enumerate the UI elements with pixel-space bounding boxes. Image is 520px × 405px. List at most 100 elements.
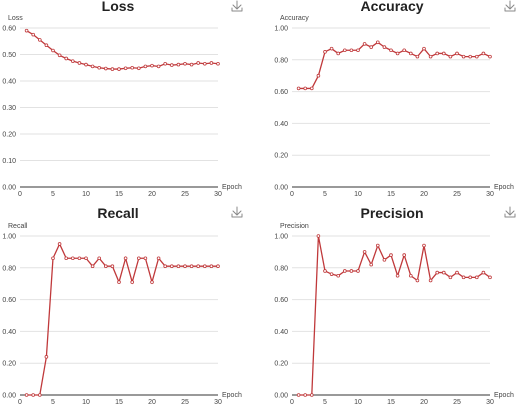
x-tick-label: 30 [486, 399, 494, 405]
y-tick-label: 0.20 [274, 361, 288, 368]
data-point [104, 264, 108, 269]
x-tick-label: 15 [387, 399, 395, 405]
data-point [90, 64, 95, 69]
data-point [336, 51, 341, 56]
y-tick-label: 0.60 [2, 297, 16, 304]
y-tick-label: 0.60 [274, 297, 288, 304]
x-tick-label: 20 [420, 191, 428, 198]
y-tick-label: 0.40 [274, 121, 288, 128]
data-point [303, 86, 308, 91]
x-tick-label: 15 [115, 399, 123, 405]
data-point [44, 355, 49, 359]
x-tick-label: 0 [290, 399, 294, 405]
chart-panel-loss: Loss Loss 0.00 0.10 0.20 0.30 0.40 0.50 0.60 0 5 10… [2, 0, 243, 198]
data-point [481, 270, 486, 275]
y-tick-label: 0.80 [274, 265, 288, 272]
x-tick-label: 30 [214, 191, 222, 198]
data-point [24, 393, 29, 397]
x-tick-label: 10 [354, 191, 362, 198]
y-tick-label: 0.20 [2, 132, 16, 139]
data-point [143, 256, 148, 261]
data-point [90, 264, 95, 269]
data-point [189, 264, 194, 269]
data-point [389, 48, 393, 53]
y-tick-label: 0.00 [2, 185, 16, 192]
data-point [170, 63, 174, 67]
x-tick-label: 0 [18, 191, 22, 198]
data-point [183, 61, 187, 66]
series-line [26, 30, 219, 70]
download-icon[interactable] [504, 206, 516, 218]
data-point [323, 50, 327, 54]
data-point [428, 278, 433, 283]
data-point [209, 264, 214, 269]
data-point [468, 275, 473, 280]
chart-title: Accuracy [360, 0, 423, 14]
data-point [156, 64, 161, 69]
data-point [104, 66, 108, 71]
x-tick-label: 25 [453, 191, 461, 198]
data-point [57, 53, 62, 58]
data-point [196, 61, 201, 65]
data-point [51, 256, 55, 261]
data-point [183, 264, 187, 269]
data-point [428, 54, 433, 59]
data-point [176, 62, 181, 67]
data-point [316, 234, 321, 238]
y-tick-label: 0.10 [2, 158, 16, 165]
download-icon[interactable] [231, 0, 243, 12]
y-tick-label: 1.00 [2, 234, 16, 241]
chart-title: Loss [102, 0, 135, 14]
y-tick-label: 0.00 [274, 393, 288, 400]
download-icon[interactable] [231, 206, 243, 218]
data-point [349, 48, 354, 53]
data-point [474, 275, 479, 280]
y-tick-label: 0.40 [2, 79, 16, 86]
data-point [176, 264, 181, 269]
series-line [298, 235, 491, 396]
data-point [369, 45, 374, 49]
y-axis-label: Accuracy [280, 15, 309, 22]
y-axis-label: Loss [8, 15, 23, 22]
data-point [117, 67, 121, 71]
x-tick-label: 15 [115, 191, 123, 198]
data-point [143, 64, 148, 69]
data-point [356, 269, 360, 273]
y-tick-label: 0.30 [2, 105, 16, 112]
x-axis-label: Epoch [222, 392, 242, 399]
data-point [488, 54, 492, 59]
data-point [97, 65, 101, 70]
y-tick-label: 0.20 [2, 361, 16, 368]
data-point [163, 264, 168, 269]
x-tick-label: 0 [290, 191, 294, 198]
data-point [448, 275, 453, 280]
data-point [336, 273, 341, 278]
data-point [323, 269, 327, 273]
download-icon[interactable] [504, 0, 516, 12]
x-tick-label: 25 [181, 399, 189, 405]
data-point [375, 40, 380, 45]
x-tick-label: 20 [148, 399, 156, 405]
data-point [342, 269, 347, 273]
data-point [408, 51, 413, 56]
x-tick-label: 25 [453, 399, 461, 405]
data-point [37, 38, 42, 42]
data-point [402, 253, 407, 257]
y-tick-label: 0.80 [2, 265, 16, 272]
data-point [316, 73, 321, 78]
data-point [137, 66, 141, 71]
data-point [163, 61, 168, 66]
data-point [395, 273, 400, 278]
x-tick-label: 10 [82, 399, 90, 405]
data-point [170, 264, 174, 269]
y-tick-label: 0.00 [2, 393, 16, 400]
data-point [356, 48, 360, 53]
data-point [415, 278, 420, 283]
data-point [303, 393, 308, 397]
data-point [422, 46, 426, 51]
x-tick-label: 10 [82, 191, 90, 198]
x-tick-label: 25 [181, 191, 189, 198]
data-point [97, 256, 101, 261]
y-tick-label: 0.50 [2, 52, 16, 59]
data-point [130, 280, 135, 284]
